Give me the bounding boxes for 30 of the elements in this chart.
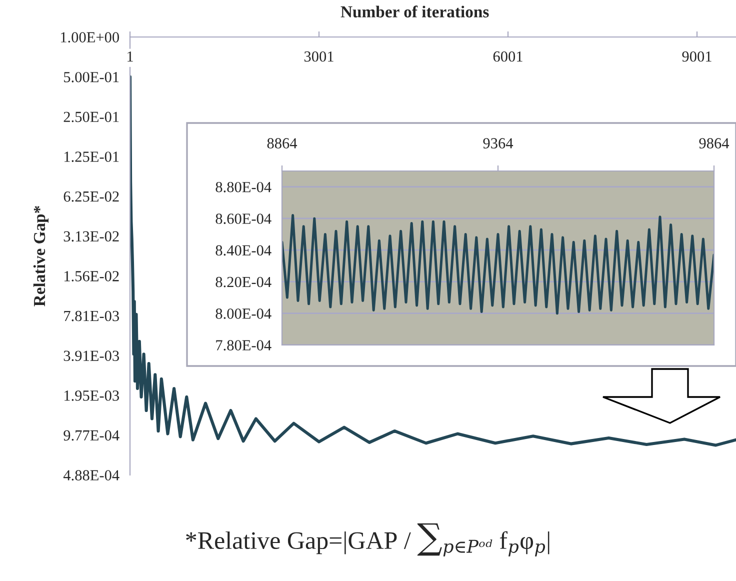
line-series	[282, 214, 714, 315]
y-tick-label: 1.56E-02	[64, 271, 119, 282]
y-tick-label: 9.77E-04	[64, 430, 120, 441]
x-tick-label: 9364	[483, 138, 514, 148]
x-tick-label: 1	[128, 51, 133, 62]
x-tick-label: 9864	[699, 138, 730, 148]
y-tick-label: 3.91E-03	[64, 350, 119, 362]
x-tick-label: 9001	[682, 51, 712, 62]
x-tick-label: 3001	[304, 51, 334, 62]
x-axis-title: Number of iterations	[340, 6, 489, 18]
line-series	[130, 75, 736, 447]
y-tick-label: 8.80E-04	[216, 182, 272, 192]
y-axis-title: Relative Gap*	[33, 206, 49, 306]
text: *Relative Gap=|GAP / ∑$_{p∈Pᵒᵈ}$ f$_{p}$φ$_{p}$|	[186, 523, 550, 556]
y-tick-label: 7.81E-03	[64, 310, 119, 322]
y-tick-label: 8.60E-04	[216, 214, 272, 224]
y-tick-label: 6.25E-02	[64, 191, 119, 202]
y-tick-label: 8.40E-04	[216, 245, 272, 256]
y-tick-label: 8.00E-04	[216, 308, 272, 319]
x-tick-label: 8864	[267, 138, 298, 148]
y-tick-label: 2.50E-01	[64, 112, 119, 122]
y-tick-label: 3.13E-02	[64, 231, 119, 242]
y-tick-label: 1.25E-01	[64, 152, 119, 162]
x-tick-label: 6001	[493, 51, 522, 62]
y-tick-label: 7.80E-04	[216, 340, 272, 351]
y-tick-label: 1.00E+00	[60, 32, 120, 43]
y-tick-label: 4.88E-04	[63, 470, 120, 481]
y-tick-label: 1.95E-03	[64, 390, 119, 401]
y-tick-label: 8.20E-04	[216, 276, 272, 288]
y-tick-label: 5.00E-01	[64, 72, 119, 82]
